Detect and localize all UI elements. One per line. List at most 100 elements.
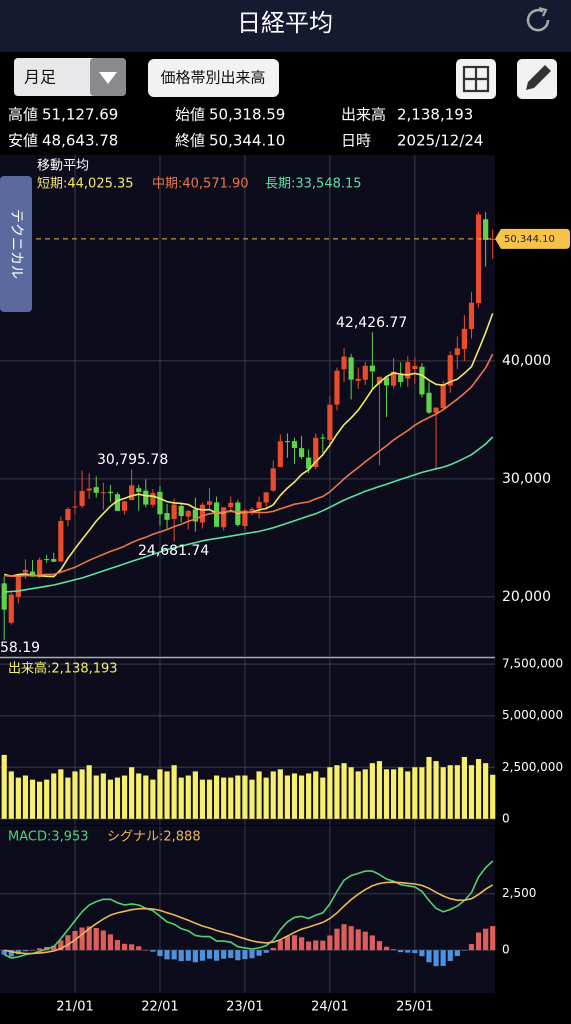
volume-bar [405, 771, 411, 819]
histogram-bar [320, 940, 326, 951]
candle-body [440, 384, 446, 409]
legend-entry: 出来高:2,138,193 [8, 661, 118, 677]
histogram-bar [490, 926, 496, 951]
y-tick-label: 30,000 [502, 471, 551, 487]
histogram-bar [291, 935, 298, 951]
volume-bar [8, 771, 14, 819]
histogram-bar [164, 950, 170, 960]
header-bar [0, 0, 571, 52]
info-value: 2025/12/24 [397, 132, 483, 150]
histogram-bar [93, 928, 99, 951]
draw-button[interactable] [517, 59, 557, 99]
candle-body [398, 375, 404, 383]
candle-body [412, 365, 418, 370]
histogram-bar [136, 946, 142, 951]
legend-entry: MACD:3,953 [8, 830, 89, 845]
y-tick-label: 7,500,000 [502, 657, 563, 671]
volume-bar [199, 779, 206, 819]
histogram-bar [327, 935, 333, 951]
volume-bar [214, 775, 220, 819]
legend-entry: 中期:40,571.90 [152, 177, 249, 192]
histogram-bar [114, 939, 121, 951]
y-tick-label: 2,500 [502, 886, 536, 900]
histogram-bar [185, 950, 191, 961]
histogram-bar [150, 950, 156, 952]
candle-body [221, 507, 227, 528]
high-annotation: 30,795.78 [97, 452, 168, 468]
histogram-bar [341, 924, 347, 951]
volume-bar [454, 765, 460, 819]
refresh-button[interactable] [526, 6, 550, 32]
volume-bar [157, 769, 163, 819]
volume-bar [242, 775, 248, 819]
histogram-bar [58, 940, 64, 951]
candle-body [405, 362, 411, 379]
layout-button[interactable] [456, 59, 496, 99]
candle-body [454, 348, 460, 355]
candle-body [206, 501, 213, 505]
volume-bar [65, 777, 71, 819]
volume-bar [391, 769, 397, 819]
line [4, 881, 494, 955]
histogram-bar [8, 950, 14, 957]
histogram-bar [348, 926, 354, 951]
info-value: 2,138,193 [397, 106, 473, 124]
volume-bar [475, 759, 482, 819]
candle-body [320, 437, 326, 439]
histogram-bar [355, 929, 361, 951]
volume-bar [228, 777, 234, 819]
volume-bar [1, 754, 7, 819]
candle-body [228, 502, 234, 508]
candle-body [376, 376, 383, 384]
histogram-bar [270, 947, 276, 951]
volume-bar [164, 771, 170, 819]
volume-bar [44, 779, 50, 819]
candle-body [1, 583, 7, 610]
volume-bar [51, 773, 57, 819]
low-annotation: 58.19 [0, 640, 40, 656]
candle-body [44, 559, 50, 561]
volume-bar [185, 775, 191, 819]
volume-bar [192, 771, 198, 819]
volume-bar [419, 767, 425, 819]
histogram-bar [79, 927, 85, 951]
histogram-bar [249, 950, 255, 959]
histogram-bar [157, 950, 163, 956]
volume-bar [284, 775, 290, 819]
histogram-bar [433, 950, 439, 967]
volume-bar [136, 773, 142, 819]
volume-bar [298, 775, 305, 819]
x-tick-label: 25/01 [396, 1000, 433, 1015]
candle-body [171, 504, 177, 519]
candle-body [199, 504, 206, 523]
volume-bar [114, 777, 121, 819]
candle-body [129, 485, 135, 501]
y-tick-label: 5,000,000 [502, 708, 563, 722]
candle-body [433, 407, 439, 413]
low-annotation: 24,681.74 [138, 543, 209, 559]
period-dropdown[interactable] [14, 58, 126, 96]
histogram-bar [86, 926, 92, 951]
histogram-bar [376, 941, 383, 951]
candle-body [341, 356, 347, 370]
volume-bar [129, 767, 135, 819]
candle-body [369, 365, 375, 372]
histogram-bar [107, 934, 113, 951]
line [3, 860, 494, 959]
volume-bar [29, 779, 36, 819]
x-tick-label: 22/01 [141, 1000, 178, 1015]
candle-body [355, 378, 361, 381]
info-value: 50,318.59 [209, 106, 285, 124]
candle-body [157, 491, 163, 515]
candle-body [306, 457, 312, 469]
volume-profile-button[interactable] [148, 59, 279, 97]
histogram-bar [277, 940, 283, 951]
technical-tab[interactable] [0, 176, 32, 312]
volume-bar [398, 767, 404, 819]
candle-body [114, 494, 121, 511]
volume-bar [86, 765, 92, 819]
histogram-bar [192, 950, 198, 963]
macd-panel [0, 826, 495, 993]
volume-bar [306, 773, 312, 819]
